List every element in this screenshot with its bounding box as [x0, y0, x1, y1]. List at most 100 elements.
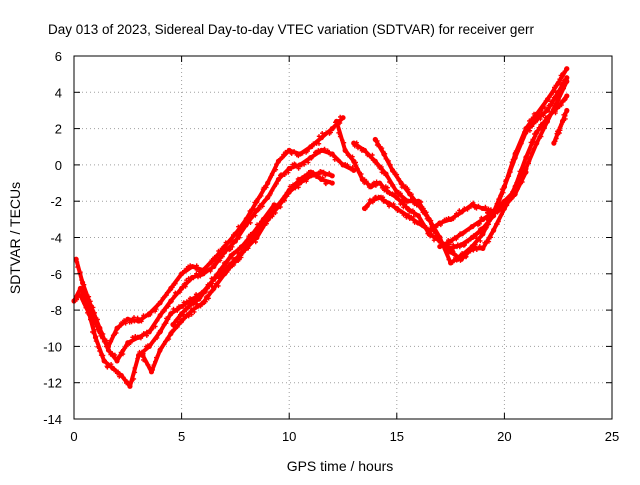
point-marker — [542, 105, 548, 110]
point-marker — [74, 297, 80, 302]
point-marker — [321, 169, 326, 175]
point-marker — [249, 209, 254, 215]
point-marker — [390, 182, 396, 188]
point-marker — [225, 241, 230, 246]
data-point — [211, 285, 217, 291]
series-track-10 — [437, 78, 570, 250]
data-point — [157, 312, 163, 319]
point-marker — [82, 301, 87, 306]
point-marker — [181, 312, 186, 317]
point-marker — [177, 289, 183, 295]
point-marker — [328, 130, 333, 135]
point-marker — [549, 109, 554, 115]
point-marker — [496, 197, 501, 202]
data-point — [250, 231, 256, 237]
point-marker — [354, 140, 359, 145]
series-track-3 — [77, 169, 335, 389]
point-marker — [557, 93, 562, 99]
point-marker — [161, 322, 167, 327]
point-marker — [446, 257, 451, 262]
point-marker — [155, 317, 160, 323]
point-marker — [120, 351, 126, 357]
point-marker — [230, 244, 235, 249]
point-marker — [398, 209, 403, 214]
point-marker — [192, 309, 197, 315]
point-marker — [88, 317, 93, 322]
point-marker — [390, 192, 396, 197]
point-marker — [141, 357, 146, 363]
point-marker — [327, 170, 332, 176]
data-point — [275, 176, 282, 183]
series-track-4 — [140, 169, 335, 375]
point-marker — [516, 146, 521, 151]
point-marker — [452, 251, 458, 257]
point-marker — [456, 212, 461, 218]
point-marker — [474, 232, 480, 237]
point-marker — [489, 213, 494, 218]
point-marker — [322, 146, 327, 152]
point-marker — [194, 301, 199, 306]
point-marker — [263, 215, 268, 221]
data-point — [361, 147, 368, 153]
point-marker — [210, 281, 215, 286]
point-marker — [402, 202, 408, 207]
point-marker — [286, 170, 291, 175]
point-marker — [104, 338, 109, 343]
point-marker — [289, 151, 294, 156]
point-marker — [129, 379, 134, 384]
point-marker — [150, 367, 155, 373]
point-marker — [123, 321, 128, 326]
point-marker — [542, 125, 547, 131]
data-point — [512, 155, 518, 161]
point-marker — [394, 172, 400, 177]
point-marker — [105, 365, 110, 370]
point-marker — [454, 236, 459, 242]
point-marker — [257, 221, 263, 227]
point-marker — [492, 209, 497, 215]
data-point — [114, 358, 120, 364]
point-marker — [269, 171, 275, 176]
data-point — [179, 318, 185, 324]
point-marker — [170, 285, 175, 290]
point-marker — [88, 299, 93, 304]
point-marker — [144, 333, 149, 338]
data-point — [415, 213, 421, 219]
point-marker — [484, 216, 489, 221]
point-marker — [166, 304, 171, 309]
data-point — [265, 180, 271, 186]
point-marker — [173, 281, 178, 286]
point-marker — [121, 375, 126, 380]
point-marker — [563, 113, 568, 118]
point-marker — [257, 229, 262, 234]
point-marker — [474, 247, 479, 252]
data-point — [232, 258, 238, 264]
point-marker — [370, 200, 375, 205]
point-marker — [81, 282, 87, 287]
point-marker — [172, 322, 177, 327]
point-marker — [429, 224, 434, 229]
data-point — [135, 318, 142, 324]
point-marker — [463, 229, 468, 234]
point-marker — [148, 343, 153, 348]
point-marker — [427, 234, 433, 239]
point-marker — [239, 255, 244, 260]
point-marker — [310, 144, 315, 149]
series-track-5 — [170, 202, 277, 328]
point-marker — [108, 362, 114, 367]
point-marker — [114, 330, 119, 336]
point-marker — [239, 227, 244, 232]
point-marker — [551, 107, 556, 112]
series-track-11 — [551, 107, 570, 146]
y-tick-label: 4 — [55, 85, 62, 100]
point-marker — [183, 284, 188, 289]
point-marker — [506, 173, 511, 178]
point-marker — [424, 225, 429, 230]
data-point — [222, 249, 228, 255]
data-point — [206, 282, 213, 288]
point-marker — [549, 91, 555, 97]
data-point — [534, 116, 540, 123]
point-marker — [282, 172, 287, 177]
point-marker — [340, 138, 345, 143]
series-track-8 — [372, 93, 570, 263]
